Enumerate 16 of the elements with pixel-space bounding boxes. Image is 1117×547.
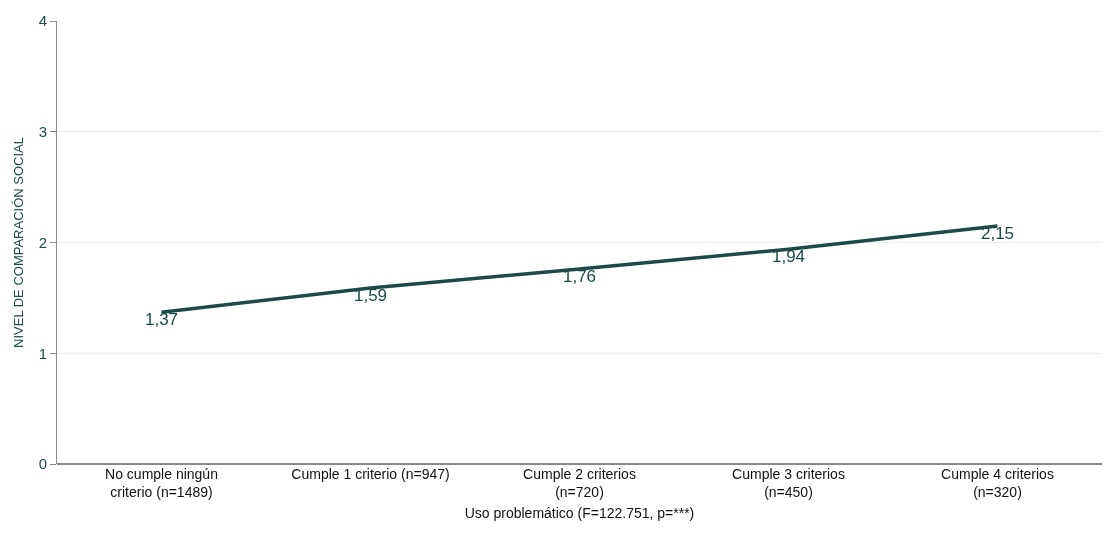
y-tick-label: 0 [38,455,47,473]
x-tick-label: Cumple 1 criterio (n=947) [291,466,450,482]
x-tick-label: Cumple 4 criterios (n=320) [941,466,1054,501]
data-label: 1,37 [144,310,179,330]
x-tick-label: Cumple 3 criterios (n=450) [732,466,845,501]
data-label: 1,94 [771,246,806,266]
x-tick-label: No cumple ningún criterio (n=1489) [105,466,218,501]
y-tick-label: 3 [38,123,47,140]
y-tick-label: 1 [38,344,47,362]
y-tick-label: 2 [38,233,47,251]
x-tick-label: Cumple 2 criterios (n=720) [523,466,636,501]
data-label: 1,76 [562,266,597,286]
y-tick-label: 4 [38,12,47,30]
y-axis-title: NIVEL DE COMPARACIÓN SOCIAL [10,137,26,348]
x-axis-title: Uso problemático (F=122.751, p=***) [464,504,695,521]
data-label: 1,59 [353,285,388,305]
